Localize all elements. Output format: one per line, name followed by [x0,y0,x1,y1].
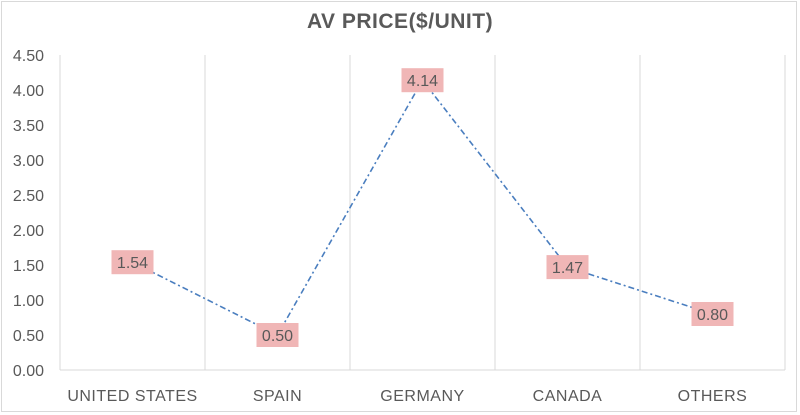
data-point [691,302,734,326]
series-line [132,78,713,337]
data-label: 1.47 [552,260,583,277]
y-tick-label: 4.50 [13,48,44,65]
y-tick-label: 2.50 [13,188,44,205]
data-label: 1.54 [117,255,148,272]
data-label: 0.50 [262,328,293,345]
data-point [401,68,444,93]
x-tick-label: CANADA [533,388,603,405]
x-tick-label: UNITED STATES [67,388,197,405]
x-tick-label: OTHERS [678,388,748,405]
data-point [256,323,299,347]
y-tick-label: 0.50 [13,328,44,345]
data-point [546,255,589,280]
x-tick-label: GERMANY [380,388,464,405]
y-tick-label: 1.50 [13,258,44,275]
data-label: 0.80 [697,307,728,324]
y-tick-label: 4.00 [13,83,44,100]
chart-title: AV PRICE($/UNIT) [306,10,494,33]
data-label: 4.14 [407,73,438,90]
y-tick-label: 2.00 [13,223,44,240]
y-tick-label: 0.00 [13,363,44,380]
y-tick-label: 3.50 [13,118,44,135]
x-tick-label: SPAIN [253,388,302,405]
data-point [111,250,154,275]
y-tick-label: 3.00 [13,153,44,170]
y-tick-label: 1.00 [13,293,44,310]
